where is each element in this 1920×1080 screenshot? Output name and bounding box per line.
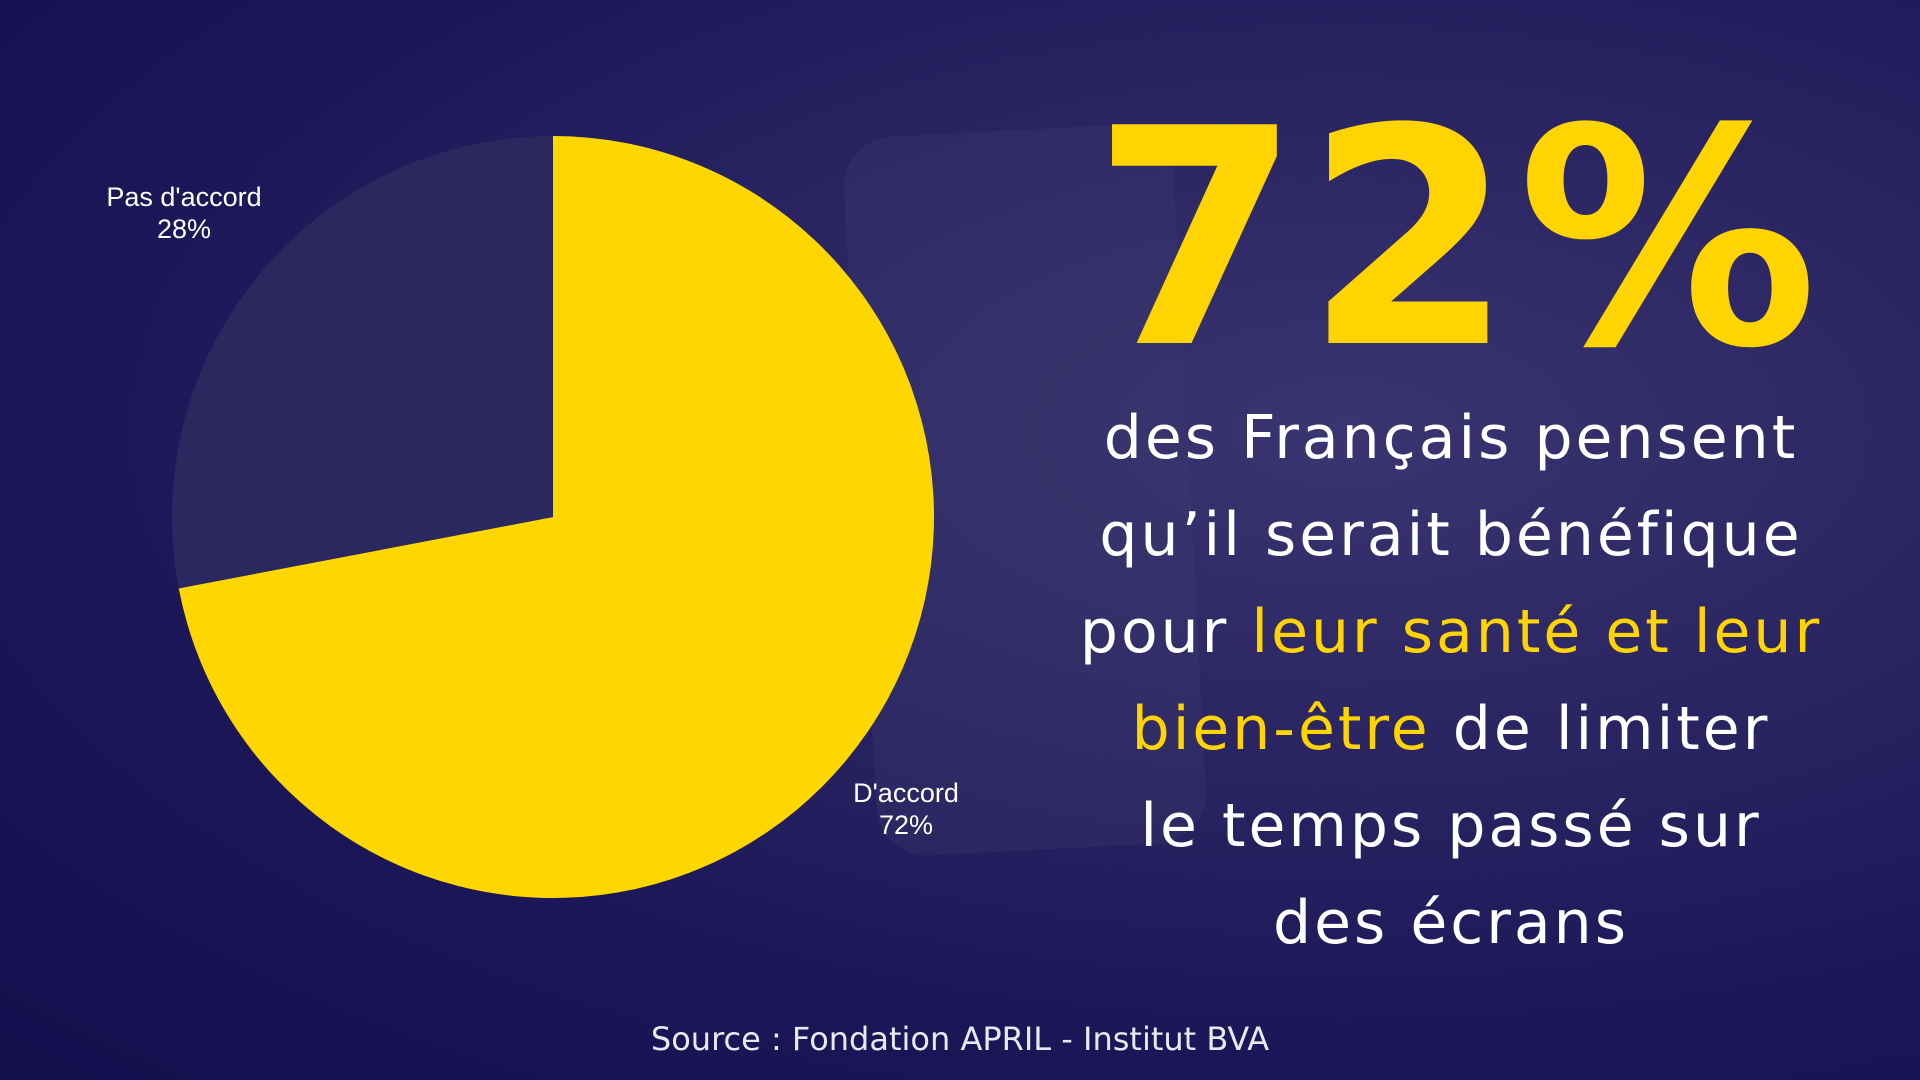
text: pour <box>1079 597 1252 667</box>
highlight-text: leur santé et leur <box>1251 597 1823 667</box>
highlight-text: bien-être <box>1131 694 1431 764</box>
slice-label-text: Pas d'accord <box>106 182 262 212</box>
text: de limiter <box>1430 694 1771 764</box>
message-line: qu’il serait bénéfique <box>1099 500 1803 570</box>
pie-slice-d-accord <box>178 136 935 899</box>
message-line: des Français pensent <box>1103 403 1799 473</box>
message-line: pour leur santé et leur <box>1001 584 1901 681</box>
slice-label-pas-daccord: Pas d'accord 28% <box>106 181 261 245</box>
message-text: des Français pensent qu’il serait bénéfi… <box>1001 390 1901 972</box>
slice-label-text: D'accord <box>853 778 959 808</box>
slice-value-text: 28% <box>156 214 212 244</box>
message-line: bien-être de limiter <box>1001 681 1901 778</box>
source-caption: Source : Fondation APRIL - Institut BVA <box>650 1020 1270 1058</box>
slice-value-text: 72% <box>878 810 934 840</box>
headline-percentage: 72% <box>1091 65 1823 414</box>
slice-label-daccord: D'accord 72% <box>853 777 959 841</box>
pie-slice-pas-d-accord <box>171 136 553 589</box>
message-line: des écrans <box>1273 888 1629 958</box>
message-line: le temps passé sur <box>1140 791 1762 861</box>
